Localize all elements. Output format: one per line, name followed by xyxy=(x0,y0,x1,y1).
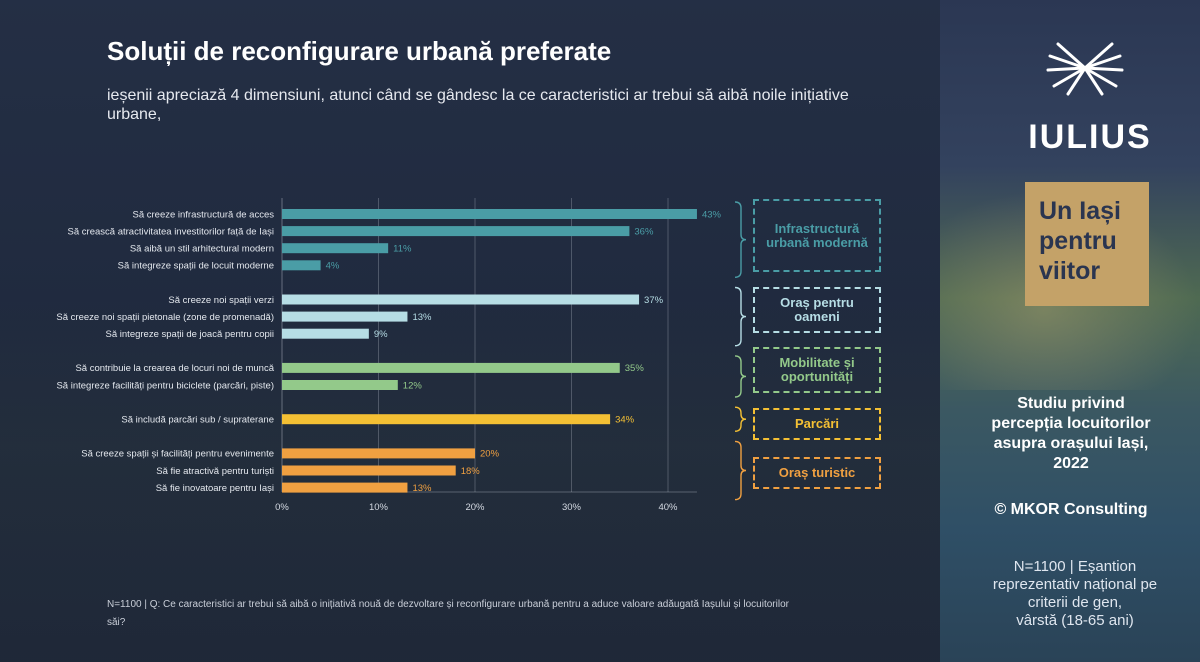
bar xyxy=(282,260,321,271)
tagline-line: pentru xyxy=(1039,227,1117,255)
brand-logo-text: IULIUS xyxy=(1028,118,1152,156)
value-label: 34% xyxy=(615,415,635,426)
category-label: Să fie atractivă pentru turiști xyxy=(156,466,274,477)
bar xyxy=(282,380,398,390)
category-label: Să crească atractivitatea investitorilor… xyxy=(68,226,274,237)
footnote: N=1100 | Q: Ce caracteristici ar trebui … xyxy=(107,599,789,628)
x-tick-label: 0% xyxy=(275,502,289,513)
bar xyxy=(282,226,630,237)
study-line: 2022 xyxy=(1053,455,1089,472)
group-brace xyxy=(734,355,747,398)
value-label: 43% xyxy=(702,209,722,220)
x-tick-label: 10% xyxy=(369,502,389,513)
tagline-line: viitor xyxy=(1039,257,1101,285)
group-brace xyxy=(734,440,747,501)
category-label: Să contribuie la crearea de locuri noi d… xyxy=(75,363,274,374)
group-label-box: Oraș turistic xyxy=(753,457,881,489)
group-brace xyxy=(734,406,747,432)
group-label-box: Mobilitate și oportunități xyxy=(753,347,881,393)
x-tick-label: 20% xyxy=(465,502,485,513)
value-label: 9% xyxy=(374,329,388,340)
value-label: 35% xyxy=(625,363,645,374)
study-title: Studiu privind percepția locuitorilor as… xyxy=(955,394,1187,474)
value-label: 13% xyxy=(412,312,432,323)
sample-line: N=1100 | Eșantion xyxy=(1013,558,1137,575)
x-tick-label: 40% xyxy=(658,502,678,513)
value-label: 4% xyxy=(326,261,340,272)
category-label: Să includă parcări sub / supraterane xyxy=(121,415,274,426)
page-title: Soluții de reconfigurare urbană preferat… xyxy=(107,36,612,66)
category-label: Să creeze noi spații verzi xyxy=(168,295,274,306)
bar xyxy=(282,465,456,476)
bar xyxy=(282,448,475,459)
x-tick-label: 30% xyxy=(562,502,582,513)
value-label: 18% xyxy=(461,466,481,477)
category-label: Să creeze spații și facilități pentru ev… xyxy=(81,449,274,460)
bar xyxy=(282,362,620,373)
category-label: Să integreze spații de joacă pentru copi… xyxy=(106,329,274,340)
sample-description: N=1100 | Eșantion reprezentativ național… xyxy=(965,558,1185,630)
page-subtitle: ieșenii apreciază 4 dimensiuni, atunci c… xyxy=(107,87,849,123)
copyright-text: © MKOR Consulting xyxy=(994,501,1148,518)
group-label-box: Oraș pentru oameni xyxy=(753,287,881,333)
category-label: Să creeze noi spații pietonale (zone de … xyxy=(56,312,274,323)
sample-line: criterii de gen, xyxy=(1027,594,1123,611)
sample-line: reprezentativ național pe xyxy=(992,576,1158,593)
bar xyxy=(282,482,408,493)
tagline-box: Un Iași pentru viitor xyxy=(1025,182,1149,306)
category-label: Să integreze facilități pentru biciclete… xyxy=(56,380,274,391)
category-label: Să fie inovatoare pentru Iași xyxy=(156,483,274,494)
sample-line: vârstă (18-65 ani) xyxy=(1016,612,1134,629)
background-haze xyxy=(0,300,940,662)
iulius-star-icon xyxy=(1046,42,1124,96)
study-line: asupra orașului Iași, xyxy=(993,435,1149,452)
tagline-line: Un Iași xyxy=(1039,197,1121,225)
value-label: 13% xyxy=(412,483,432,494)
group-label-box: Infrastructură urbană modernă xyxy=(753,199,881,272)
bar xyxy=(282,294,640,305)
bar xyxy=(282,414,611,425)
bar xyxy=(282,328,369,339)
category-label: Să creeze infrastructură de acces xyxy=(132,209,274,220)
value-label: 37% xyxy=(644,295,664,306)
category-label: Să integreze spații de locuit moderne xyxy=(118,261,274,272)
group-brace xyxy=(734,286,747,347)
category-label: Să aibă un stil arhitectural modern xyxy=(130,244,274,255)
bar xyxy=(282,243,389,254)
value-label: 11% xyxy=(393,244,412,255)
value-label: 20% xyxy=(480,449,500,460)
group-brace xyxy=(734,201,747,278)
study-line: percepția locuitorilor xyxy=(991,415,1151,432)
study-line: Studiu privind xyxy=(1017,395,1125,412)
bar xyxy=(282,311,408,322)
bar-chart: 0% 10% 20% 30% 40% Să creeze infrastructură d… xyxy=(56,198,747,513)
group-label-box: Parcări xyxy=(753,408,881,440)
value-label: 36% xyxy=(634,226,654,237)
value-label: 12% xyxy=(403,380,423,391)
bar xyxy=(282,209,697,219)
